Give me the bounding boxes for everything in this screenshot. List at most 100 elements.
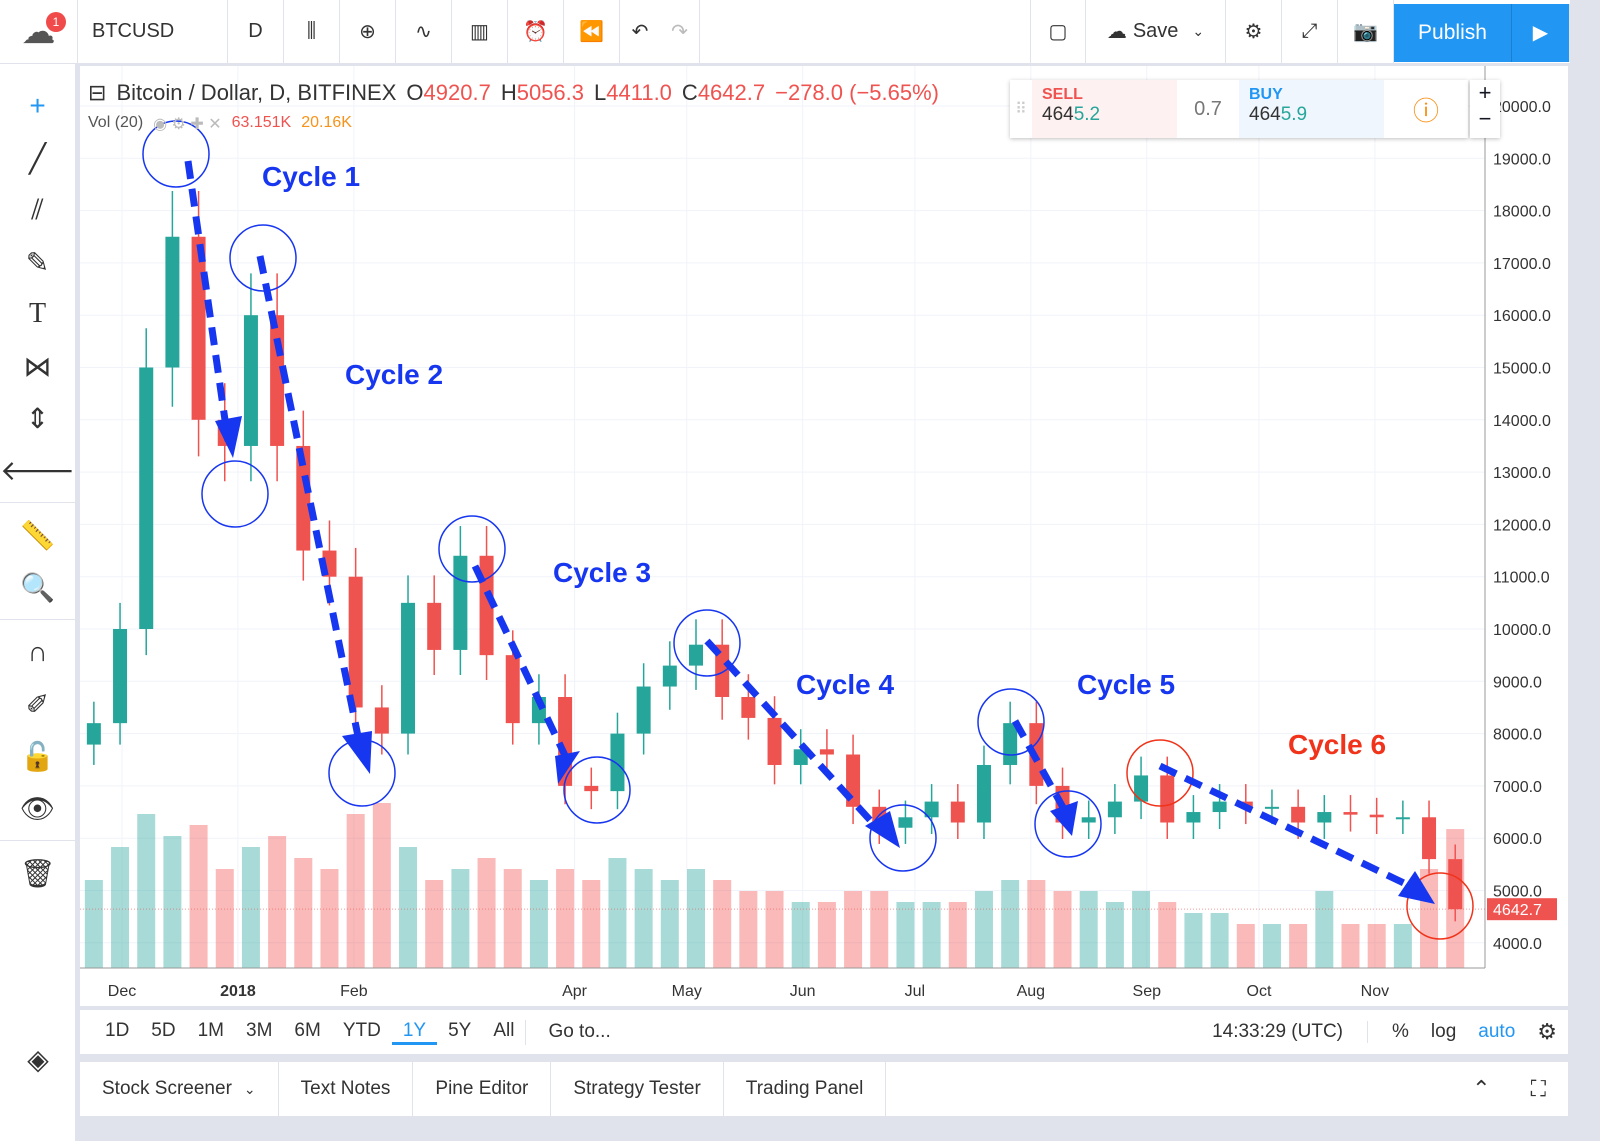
settings-icon[interactable]: ⚙ [1226,0,1282,64]
zoom-minus-icon[interactable]: − [1478,106,1492,131]
volume-settings-icon[interactable]: ◉ ⚙ ✚ ✕ [153,116,222,133]
spread-value: 0.7 [1194,97,1222,120]
unlock-icon[interactable]: 🔓 [20,740,55,772]
axis-settings-icon[interactable]: ⚙ [1537,1019,1557,1044]
price-tick-label: 13000.0 [1493,465,1551,482]
log-toggle[interactable]: log [1430,1021,1457,1042]
zoom-in-icon[interactable]: 🔍 [20,571,55,603]
price-tick-label: 17000.0 [1493,256,1551,273]
tab-strategy-tester[interactable]: Strategy Tester [551,1062,724,1116]
undo-icon[interactable]: ↶ [631,21,649,43]
cycle-label: Cycle 4 [796,669,894,700]
magnet-icon[interactable]: ∩ [27,636,48,667]
indicators-icon[interactable]: ∿ [396,0,452,64]
fullscreen-icon[interactable]: ⤢ [1282,0,1338,64]
range-button-1m[interactable]: 1M [197,1019,224,1041]
collapse-icon[interactable]: ⊟ [88,80,107,105]
time-tick-label: Jul [905,983,925,1000]
lock-drawing-icon[interactable]: ✐ [25,688,50,720]
compare-icon[interactable]: ⊕ [340,0,396,64]
symbol-title[interactable]: Bitcoin / Dollar, D, BITFINEX [116,80,397,105]
tab-trading-panel[interactable]: Trading Panel [724,1062,887,1116]
range-button-1y[interactable]: 1Y [391,1020,438,1045]
camera-icon[interactable]: 📷 [1338,0,1394,64]
drag-handle-icon[interactable]: ⠿ [1015,101,1027,118]
volume-bar [765,891,784,968]
redo-icon[interactable]: ↷ [660,0,700,64]
volume-bar [922,902,941,968]
volume-bar [817,902,836,968]
candle-body [741,696,756,718]
publish-button[interactable]: Publish [1394,3,1512,62]
annotation-circle [1406,872,1474,940]
range-button-5d[interactable]: 5D [151,1019,176,1041]
price-tick-label: 4000.0 [1493,936,1542,953]
candle-body [1395,817,1410,820]
tab-stock-screener[interactable]: Stock Screener ⌄ [80,1062,279,1116]
sell-button[interactable]: SELL 4645.2 [1032,80,1177,138]
candle-body [1081,817,1096,823]
candles-icon[interactable]: ⫼ [284,0,340,64]
prediction-icon[interactable]: ⇕ [25,402,50,434]
annotation-circle [142,120,210,188]
back-arrow-icon[interactable]: 🡐 [0,455,76,486]
price-chart[interactable]: 20000.0 19000.0 18000.0 17000.0 16000.0 15000… [80,66,1568,1006]
sell-price-major: 464 [1042,104,1074,125]
symbol-search[interactable]: BTCUSD [78,0,228,64]
alert-icon[interactable]: ⏰ [508,0,564,64]
dashed-arrow [471,564,574,768]
candle-body [505,655,520,724]
pattern-icon[interactable]: ⋈ [23,350,52,382]
info-icon[interactable]: ⓘ [1412,95,1439,126]
range-button-1d[interactable]: 1D [105,1019,130,1041]
ruler-icon[interactable]: 📏 [20,519,55,551]
price-tick-label: 9000.0 [1493,674,1542,691]
save-button[interactable]: ☁ Save ⌄ [1086,0,1226,64]
tab-pine-editor[interactable]: Pine Editor [413,1062,552,1116]
range-button-3m[interactable]: 3M [246,1019,273,1041]
range-button-all[interactable]: All [493,1019,515,1041]
text-icon[interactable]: T [28,298,47,329]
chart-pane[interactable]: 20000.0 19000.0 18000.0 17000.0 16000.0 15000… [80,66,1568,1006]
zoom-plus-icon[interactable]: + [1478,80,1492,105]
trend-line-icon[interactable]: ╱ [29,142,46,174]
collapse-panel-icon[interactable]: ⌃ [1472,1076,1491,1101]
percent-toggle[interactable]: % [1392,1021,1409,1042]
volume-label[interactable]: Vol (20) [88,114,144,131]
templates-icon[interactable]: ▥ [452,0,508,64]
layers-icon[interactable]: ◈ [27,1043,49,1075]
range-button-6m[interactable]: 6M [294,1019,321,1041]
last-price-badge [1487,898,1557,921]
eye-icon[interactable]: 👁 [19,792,56,824]
range-button-ytd[interactable]: YTD [342,1019,381,1041]
trash-icon[interactable]: 🗑 [19,857,56,889]
candle-body [610,733,625,792]
open-label: O [406,80,424,105]
cycle-label: Cycle 3 [553,557,651,588]
range-button-5y[interactable]: 5Y [448,1019,472,1041]
tab-label: Stock Screener [102,1078,232,1099]
replay-icon[interactable]: ⏪ [564,0,620,64]
dashed-arrow [1158,762,1412,890]
auto-toggle[interactable]: auto [1478,1021,1516,1042]
drawing-toolbar: + ╱ ⫽ ✎ T ⋈ ⇕ 🡐 📏 🔍 ∩ ✐ 🔓 👁 🗑 ◈ [0,64,76,1141]
goto-button[interactable]: Go to... [548,1021,611,1042]
crosshair-icon[interactable]: + [29,90,46,121]
play-icon[interactable]: ▶ [1512,3,1570,62]
layout-icon[interactable]: ▢ [1030,0,1086,64]
clock[interactable]: 14:33:29 (UTC) [1201,1021,1369,1043]
tab-text-notes[interactable]: Text Notes [279,1062,414,1116]
arrow-head [865,811,900,848]
interval-button[interactable]: D [228,0,284,64]
buy-button[interactable]: BUY 4645.9 [1239,80,1384,138]
time-tick-label: Apr [562,983,588,1000]
pitchfork-icon[interactable]: ⫽ [31,193,44,225]
maximize-panel-icon[interactable]: ⛶ [1530,1076,1546,1101]
volume-bar [1105,902,1124,968]
candle-body [453,555,468,650]
brush-icon[interactable]: ✎ [25,246,50,278]
close-value: 4642.7 [697,80,766,105]
price-tick-label: 5000.0 [1493,884,1542,901]
volume-bar [1367,924,1386,968]
menu-button[interactable]: ☁ 1 [0,0,78,64]
